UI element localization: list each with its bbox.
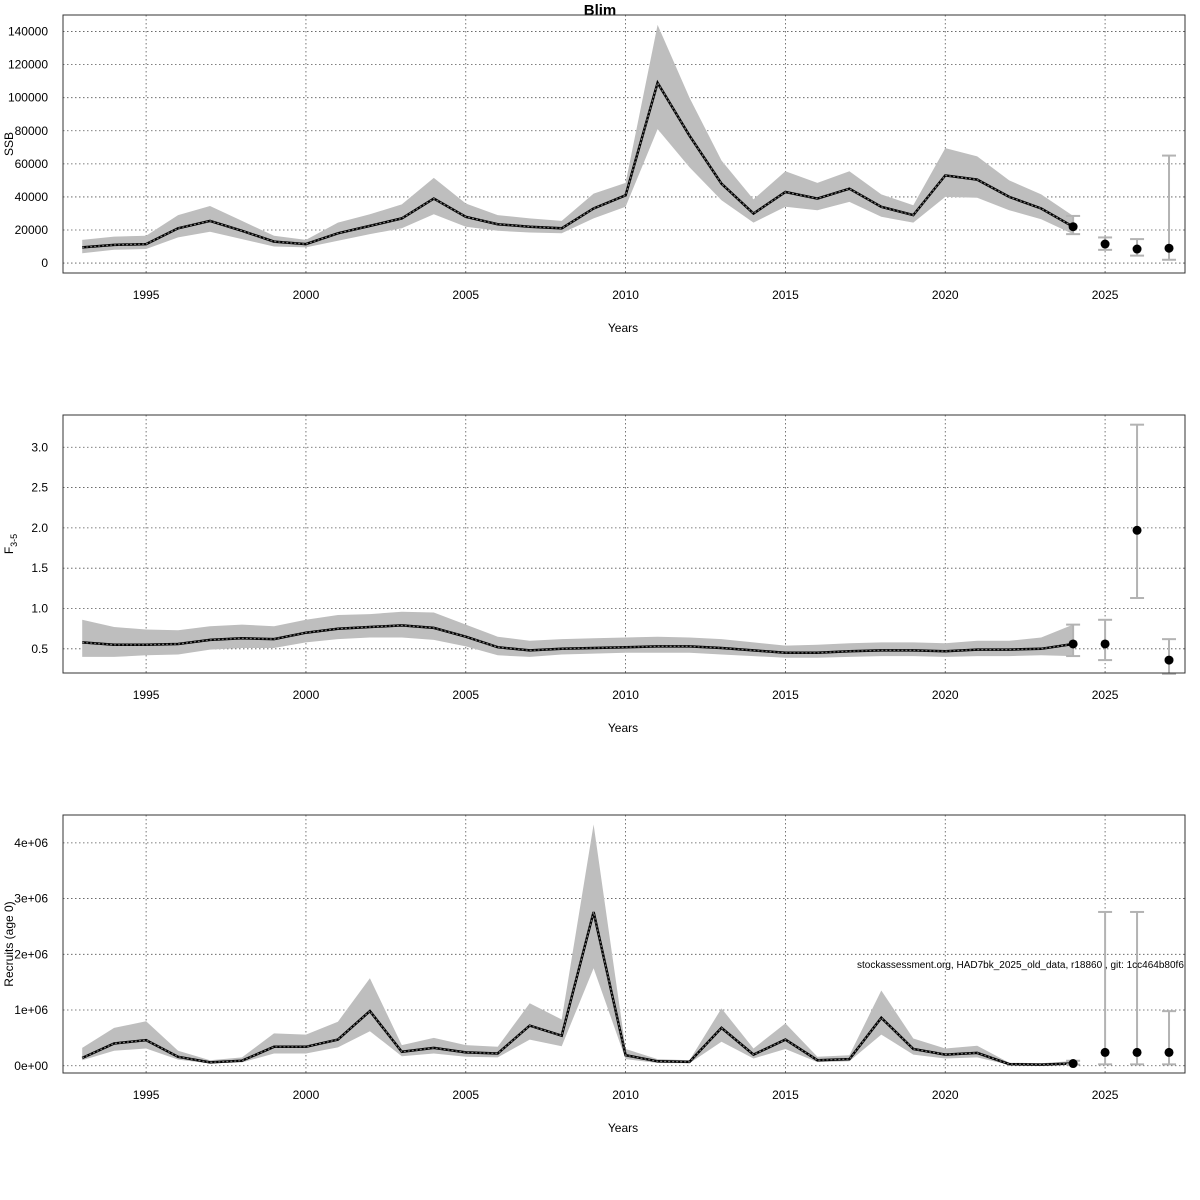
recruits-estimate-dots (81, 911, 1074, 1066)
f-x-tick-2020: 2020 (932, 688, 959, 702)
recruits-grid (63, 815, 1185, 1073)
recruits-forecast-point-2025 (1100, 1047, 1110, 1057)
ssb-y-tick-3: 60000 (15, 157, 49, 171)
ssb-series (82, 79, 1074, 249)
f-y-axis-title: F3-5 (2, 534, 19, 554)
ssb-panel: 1995 2000 2005 2010 2015 2020 2025 0 20000 40000 6… (2, 14, 1186, 335)
recruits-forecast-point-2027 (1164, 1047, 1174, 1057)
f-y-tick-5: 3.0 (31, 440, 48, 454)
ssb-y-tick-0: 0 (41, 256, 48, 270)
ssb-x-tick-2025: 2025 (1092, 288, 1119, 302)
ssb-forecast-point-2024 (1068, 222, 1078, 232)
ssb-x-axis-title: Years (608, 321, 638, 335)
recruits-x-tick-2025: 2025 (1092, 1088, 1119, 1102)
ssb-x-tick-2015: 2015 (772, 288, 799, 302)
f-x-tick-2010: 2010 (612, 688, 639, 702)
recruits-x-axis-title: Years (608, 1121, 638, 1135)
ssb-x-tick-1995: 1995 (133, 288, 160, 302)
f-band-area (82, 611, 1074, 658)
f-y-axis-subscript: 3-5 (9, 534, 19, 547)
recruits-confidence-band (82, 824, 1074, 1066)
recruits-x-tick-2015: 2015 (772, 1088, 799, 1102)
f-forecast-point-2025 (1100, 639, 1110, 649)
f-forecast-point-2026 (1132, 525, 1142, 535)
f-x-tick-2015: 2015 (772, 688, 799, 702)
ssb-tick-labels: 1995 2000 2005 2010 2015 2020 2025 0 20000 40000 6… (8, 25, 1119, 302)
ssb-y-axis-title: SSB (2, 132, 16, 156)
f-confidence-band (82, 611, 1074, 658)
ssb-estimate-dots (82, 81, 1074, 248)
ssb-y-tick-1: 20000 (15, 223, 49, 237)
figure-title: Blim (584, 2, 617, 19)
f-y-tick-0: 0.5 (31, 642, 48, 656)
footnote-text: stockassessment.org, HAD7bk_2025_old_dat… (857, 960, 1184, 971)
ssb-plot-frame (62, 14, 1186, 274)
recruits-y-axis-title: Recruits (age 0) (2, 901, 16, 986)
recruits-forecast-points (1066, 910, 1177, 1069)
f-x-tick-2005: 2005 (452, 688, 479, 702)
recruits-y-tick-0: 0e+00 (14, 1059, 48, 1073)
recruits-plot-frame (62, 814, 1186, 1074)
ssb-x-tick-2010: 2010 (612, 288, 639, 302)
ssb-forecast-point-2027 (1164, 243, 1174, 253)
f-tick-labels: 1995 2000 2005 2010 2015 2020 2025 0.5 1.0 1.5 2.0… (31, 440, 1118, 702)
recruits-y-tick-4: 4e+06 (14, 836, 48, 850)
recruits-x-tick-2000: 2000 (293, 1088, 320, 1102)
f-series (82, 624, 1074, 655)
f-y-tick-3: 2.0 (31, 521, 48, 535)
f-panel: 1995 2000 2005 2010 2015 2020 2025 0.5 1.0 1.5 2.0… (2, 414, 1186, 735)
ssb-y-tick-5: 100000 (8, 91, 48, 105)
recruits-x-tick-2020: 2020 (932, 1088, 959, 1102)
ssb-y-tick-4: 80000 (15, 124, 49, 138)
recruits-x-tick-2010: 2010 (612, 1088, 639, 1102)
f-forecast-point-2024 (1068, 639, 1078, 649)
f-x-tick-2000: 2000 (293, 688, 320, 702)
recruits-y-tick-1: 1e+06 (14, 1003, 48, 1017)
f-y-axis-main: F (2, 547, 16, 554)
ssb-y-tick-6: 120000 (8, 58, 48, 72)
f-x-tick-2025: 2025 (1092, 688, 1119, 702)
recruits-x-tick-1995: 1995 (133, 1088, 160, 1102)
ssb-y-tick-7: 140000 (8, 25, 48, 39)
f-forecast-point-2027 (1164, 655, 1174, 665)
f-plot-frame (62, 414, 1186, 674)
f-y-tick-4: 2.5 (31, 481, 48, 495)
ssb-x-tick-2005: 2005 (452, 288, 479, 302)
ssb-forecast-point-2025 (1100, 239, 1110, 249)
recruits-x-tick-2005: 2005 (452, 1088, 479, 1102)
recruits-forecast-point-2026 (1132, 1047, 1142, 1057)
recruits-band-area (82, 824, 1074, 1066)
ssb-x-tick-2000: 2000 (293, 288, 320, 302)
f-forecast-points (1066, 423, 1177, 675)
ssb-forecast-point-2026 (1132, 244, 1142, 254)
f-y-tick-2: 1.5 (31, 561, 48, 575)
ssb-forecast-points (1066, 154, 1177, 261)
f-estimate-dots (82, 624, 1074, 654)
ssb-y-tick-2: 40000 (15, 190, 49, 204)
recruits-forecast-point-2024 (1068, 1059, 1078, 1069)
recruits-series (81, 911, 1074, 1066)
f-y-tick-1: 1.0 (31, 602, 48, 616)
recruits-panel: 1995 2000 2005 2010 2015 2020 2025 0e+00 1e+06 2e… (2, 814, 1186, 1135)
recruits-tick-labels: 1995 2000 2005 2010 2015 2020 2025 0e+00 1e+06 2e… (14, 836, 1118, 1102)
f-x-axis-title: Years (608, 721, 638, 735)
ssb-x-tick-2020: 2020 (932, 288, 959, 302)
recruits-y-tick-2: 2e+06 (14, 947, 48, 961)
f-x-tick-1995: 1995 (133, 688, 160, 702)
recruits-y-tick-3: 3e+06 (14, 892, 48, 906)
